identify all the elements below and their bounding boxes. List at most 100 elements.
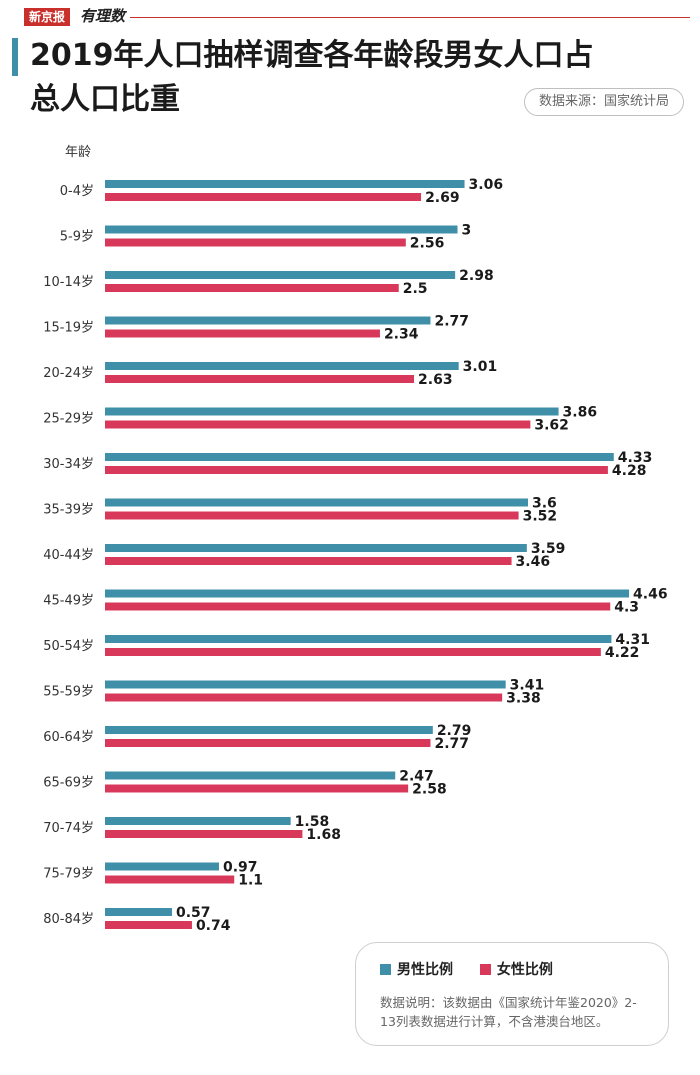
- female-bar: [105, 329, 380, 338]
- category-label: 15-19岁: [43, 321, 94, 336]
- female-bar: [105, 830, 303, 838]
- category-label: 30-34岁: [43, 457, 94, 472]
- male-value-label: 4.46: [633, 587, 668, 603]
- y-axis-label: 年龄: [65, 145, 91, 160]
- male-bar: [105, 862, 219, 871]
- female-bar: [105, 557, 512, 565]
- legend-panel: 男性比例 女性比例 数据说明：该数据由《国家统计年鉴2020》2-13列表数据进…: [355, 942, 669, 1046]
- female-bar: [105, 693, 503, 702]
- male-value-label: 2.79: [437, 723, 472, 739]
- female-value-label: 3.52: [523, 509, 558, 525]
- female-bar: [105, 875, 235, 884]
- male-value-label: 0.57: [176, 905, 211, 921]
- header-divider: [130, 17, 690, 18]
- female-bar: [105, 921, 192, 929]
- male-bar: [105, 271, 456, 279]
- male-value-label: 1.58: [295, 814, 330, 830]
- female-bar: [105, 784, 409, 793]
- female-bar: [105, 284, 399, 292]
- male-bar: [105, 453, 614, 461]
- female-value-label: 2.5: [403, 281, 428, 297]
- female-value-label: 2.56: [410, 236, 445, 252]
- female-value-label: 1.68: [306, 827, 341, 843]
- male-value-label: 0.97: [223, 860, 258, 876]
- male-bar: [105, 589, 630, 598]
- female-bar: [105, 466, 608, 474]
- male-value-label: 2.98: [459, 268, 494, 284]
- category-label: 35-39岁: [43, 503, 94, 518]
- category-label: 0-4岁: [60, 184, 94, 199]
- title-accent-bar: [12, 38, 18, 76]
- category-label: 10-14岁: [43, 275, 94, 290]
- male-bar: [105, 726, 433, 734]
- female-bar: [105, 420, 531, 429]
- brand-logo: 新京报: [24, 8, 71, 26]
- category-label: 5-9岁: [60, 230, 94, 245]
- female-value-label: 0.74: [196, 918, 231, 934]
- female-value-label: 1.1: [238, 873, 263, 889]
- category-label: 50-54岁: [43, 639, 94, 654]
- male-value-label: 3.06: [469, 177, 504, 193]
- category-label: 75-79岁: [43, 867, 94, 882]
- page-title-line-1: 2019年人口抽样调查各年龄段男女人口占: [30, 38, 594, 73]
- male-bar: [105, 908, 172, 916]
- male-bar: [105, 362, 459, 370]
- male-bar: [105, 771, 396, 780]
- female-bar: [105, 511, 519, 520]
- category-label: 55-59岁: [43, 685, 94, 700]
- category-label: 65-69岁: [43, 776, 94, 791]
- male-value-label: 3.6: [532, 496, 557, 512]
- category-label: 80-84岁: [43, 912, 94, 927]
- male-value-label: 4.33: [618, 450, 653, 466]
- legend-item-female: 女性比例: [479, 959, 553, 979]
- female-value-label: 4.28: [612, 463, 647, 479]
- category-label: 40-44岁: [43, 548, 94, 563]
- female-value-label: 2.69: [425, 190, 460, 206]
- male-bar: [105, 544, 527, 552]
- female-bar: [105, 648, 601, 656]
- female-value-label: 4.3: [614, 600, 639, 616]
- category-label: 45-49岁: [43, 594, 94, 609]
- legend-item-male: 男性比例: [380, 959, 453, 979]
- female-value-label: 2.77: [434, 736, 469, 752]
- female-bar: [105, 739, 431, 747]
- male-swatch: [380, 964, 391, 975]
- legend-male-label: 男性比例: [397, 962, 453, 978]
- female-bar: [105, 375, 415, 383]
- category-label: 20-24岁: [43, 366, 94, 381]
- male-value-label: 3: [462, 223, 472, 239]
- male-value-label: 3.01: [463, 359, 498, 375]
- female-bar: [105, 193, 422, 201]
- male-bar: [105, 225, 458, 234]
- male-bar: [105, 680, 506, 689]
- male-bar: [105, 316, 431, 325]
- bar-chart: 年龄 0-4岁 3.06 2.69 5-9岁 3 2.56 10-14岁 2.98 2.5 15-1…: [43, 145, 668, 934]
- female-value-label: 3.46: [516, 554, 551, 570]
- male-value-label: 3.86: [563, 405, 598, 421]
- male-value-label: 3.41: [510, 678, 545, 694]
- brand-column-name: 有理数: [80, 7, 126, 25]
- brand-header: 新京报 有理数: [24, 6, 690, 28]
- female-value-label: 4.22: [605, 645, 640, 661]
- female-bar: [105, 602, 611, 611]
- male-bar: [105, 635, 612, 643]
- male-bar: [105, 498, 528, 507]
- category-label: 60-64岁: [43, 730, 94, 745]
- category-label: 70-74岁: [43, 821, 94, 836]
- female-value-label: 3.38: [506, 691, 541, 707]
- male-bar: [105, 817, 291, 825]
- category-label: 25-29岁: [43, 412, 94, 427]
- data-note: 数据说明：该数据由《国家统计年鉴2020》2-13列表数据进行计算，不含港澳台地…: [380, 995, 637, 1029]
- legend: 男性比例 女性比例: [380, 959, 575, 979]
- male-value-label: 3.59: [531, 541, 566, 557]
- female-value-label: 2.34: [384, 327, 419, 343]
- female-value-label: 2.63: [418, 372, 453, 388]
- male-value-label: 4.31: [615, 632, 650, 648]
- female-value-label: 2.58: [412, 782, 447, 798]
- female-bar: [105, 238, 406, 247]
- male-bar: [105, 407, 559, 416]
- male-bar: [105, 180, 465, 188]
- legend-female-label: 女性比例: [496, 962, 553, 978]
- male-value-label: 2.47: [399, 769, 434, 785]
- female-swatch: [479, 964, 491, 975]
